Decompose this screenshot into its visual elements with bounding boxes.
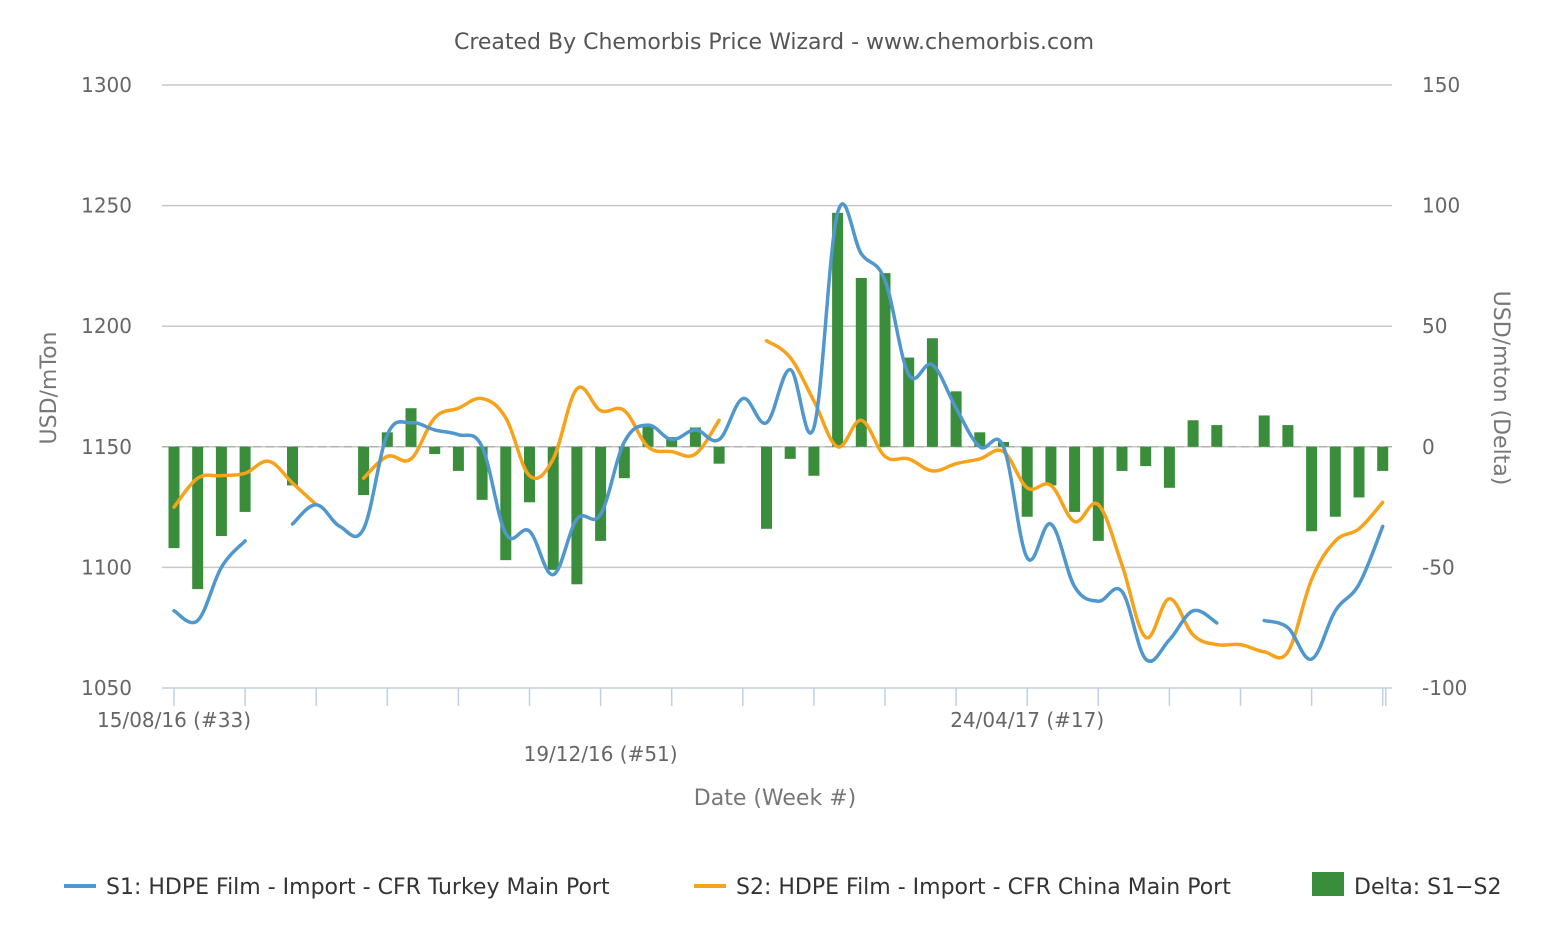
- delta-bar: [1377, 446, 1389, 471]
- y-tick-label-right: 100: [1422, 194, 1460, 218]
- legend-item-s1[interactable]: S1: HDPE Film - Import - CFR Turkey Main…: [64, 875, 610, 900]
- s2-line: [172, 459, 318, 509]
- s1-line: [1262, 524, 1385, 661]
- y-axis-title-right: USD/mton (Delta): [1488, 291, 1513, 486]
- delta-bar: [168, 446, 180, 549]
- x-tick-label: 15/08/16 (#33): [97, 708, 251, 732]
- y-tick-label-left: 1150: [81, 435, 132, 459]
- delta-bar: [926, 338, 938, 447]
- delta-bar: [405, 408, 417, 447]
- legend-s1-label: S1: HDPE Film - Import - CFR Turkey Main…: [106, 875, 610, 900]
- legend-delta-label: Delta: S1−S2: [1354, 875, 1501, 900]
- delta-bar: [855, 277, 867, 447]
- delta-bar: [1306, 446, 1318, 532]
- delta-bar: [666, 437, 678, 447]
- delta-bar: [761, 446, 772, 529]
- legend-item-s2[interactable]: S2: HDPE Film - Import - CFR China Main …: [694, 875, 1231, 900]
- delta-bar: [903, 357, 915, 447]
- s1-line: [290, 202, 1219, 663]
- delta-bar: [1069, 446, 1081, 512]
- delta-bar: [1211, 425, 1223, 447]
- delta-bar: [618, 446, 630, 479]
- y-tick-label-left: 1300: [81, 73, 132, 97]
- x-axis-title: Date (Week #): [694, 786, 856, 811]
- y-tick-label-right: -100: [1422, 676, 1467, 700]
- legend-delta-swatch: [1312, 872, 1344, 896]
- delta-bar: [1092, 446, 1104, 541]
- delta-bar: [429, 446, 441, 455]
- delta-bar: [1140, 446, 1152, 467]
- delta-bar: [192, 446, 204, 590]
- delta-bar: [358, 446, 370, 496]
- delta-bar: [1258, 415, 1270, 447]
- axes: 1050 1100 1150 1200 1250 1300 -100 -50 0 50 100 150…: [81, 73, 1467, 766]
- delta-bar: [571, 446, 583, 585]
- y-tick-label-left: 1250: [81, 194, 132, 218]
- delta-bar: [1021, 446, 1033, 517]
- delta-bar: [452, 446, 464, 471]
- y-tick-label-left: 1100: [81, 555, 132, 579]
- delta-bar: [239, 446, 251, 512]
- y-axis-title-left: USD/mTon: [37, 332, 62, 445]
- delta-bar: [1282, 425, 1294, 447]
- y-tick-label-right: 50: [1422, 314, 1447, 338]
- y-tick-label-left: 1200: [81, 314, 132, 338]
- delta-bar: [1329, 446, 1341, 517]
- delta-bar: [1187, 420, 1199, 447]
- x-tick-label: 19/12/16 (#51): [524, 742, 678, 766]
- delta-bar: [1116, 446, 1128, 471]
- delta-bar: [974, 432, 986, 447]
- delta-bar: [500, 446, 512, 561]
- s2-line: [361, 385, 721, 481]
- price-lines: [172, 202, 1385, 663]
- legend: S1: HDPE Film - Import - CFR Turkey Main…: [64, 872, 1501, 900]
- y-tick-label-right: -50: [1422, 555, 1455, 579]
- y-tick-label-right: 150: [1422, 73, 1460, 97]
- legend-s2-label: S2: HDPE Film - Import - CFR China Main …: [736, 875, 1231, 900]
- chart-credit: Created By Chemorbis Price Wizard - www.…: [454, 30, 1094, 55]
- delta-bar: [547, 446, 559, 570]
- delta-bar: [950, 391, 962, 447]
- delta-bar: [713, 446, 725, 464]
- s2-line: [764, 338, 1385, 660]
- x-tick-label: 24/04/17 (#17): [950, 708, 1104, 732]
- delta-bar: [689, 427, 701, 447]
- s1-line: [172, 539, 247, 625]
- delta-bar: [808, 446, 820, 476]
- delta-bar: [879, 273, 891, 447]
- y-tick-label-right: 0: [1422, 435, 1435, 459]
- delta-bar: [215, 446, 227, 537]
- delta-bar: [1163, 446, 1175, 488]
- y-tick-label-left: 1050: [81, 676, 132, 700]
- delta-bar: [476, 446, 488, 500]
- delta-bar: [832, 212, 844, 447]
- delta-bar: [287, 446, 298, 486]
- delta-bar: [1045, 446, 1057, 486]
- legend-item-delta[interactable]: Delta: S1−S2: [1312, 872, 1501, 900]
- delta-bar: [784, 446, 796, 459]
- delta-bar: [642, 425, 654, 447]
- delta-bar: [595, 446, 607, 541]
- delta-bar: [1353, 446, 1365, 498]
